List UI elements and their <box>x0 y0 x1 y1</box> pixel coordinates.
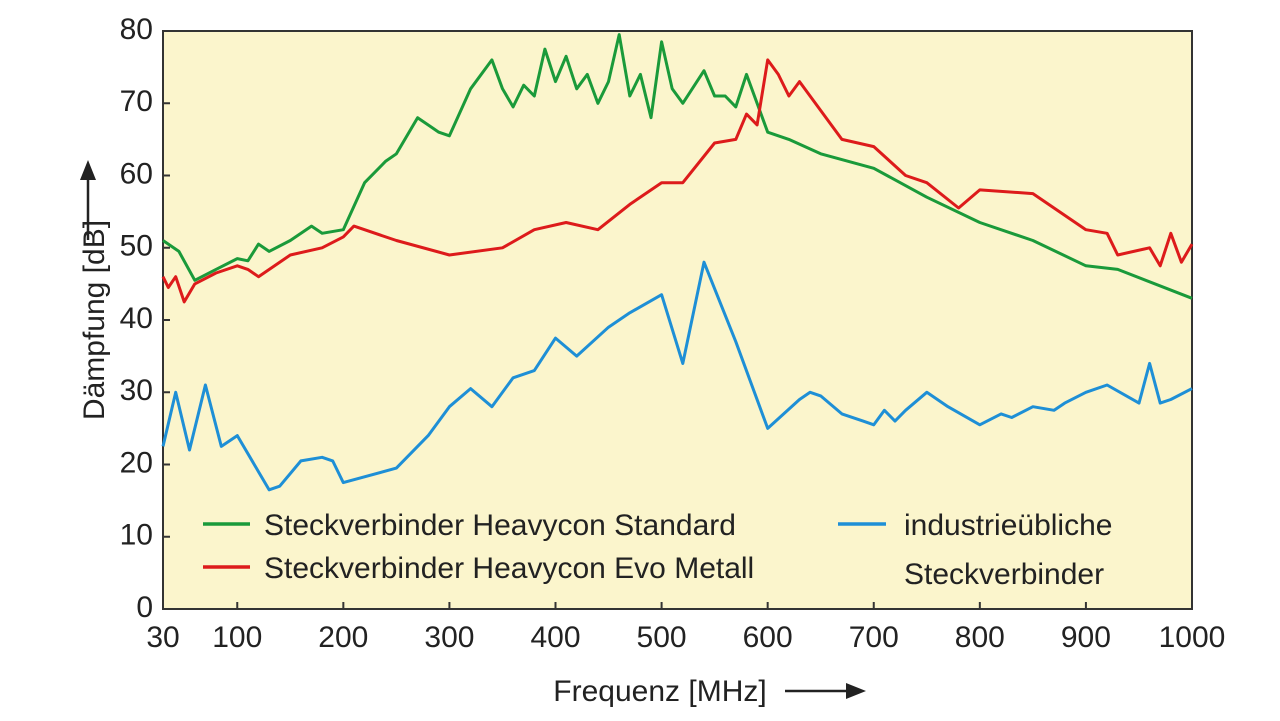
y-axis-arrow-head <box>80 160 96 180</box>
series-line-industrieuebliche <box>161 260 1193 492</box>
y-tick-label: 60 <box>120 157 153 190</box>
x-tick-label: 900 <box>1061 621 1111 654</box>
y-tick-label: 50 <box>120 230 153 263</box>
x-tick-label: 400 <box>530 621 580 654</box>
x-tick-label: 1000 <box>1159 621 1226 654</box>
y-tick-label: 40 <box>120 302 153 335</box>
series-line-heavycon-evo-metall <box>161 58 1194 304</box>
legend-label-heavycon-evo-metall: Steckverbinder Heavycon Evo Metall <box>264 552 754 585</box>
x-tick-label: 100 <box>212 621 262 654</box>
x-tick-label: 300 <box>424 621 474 654</box>
y-tick-label: 30 <box>120 374 153 407</box>
plot-area <box>162 30 1193 610</box>
x-tick-label: 200 <box>318 621 368 654</box>
x-axis-label: Frequenz [MHz] <box>553 675 766 708</box>
x-tick-label: 500 <box>637 621 687 654</box>
y-tick-label: 80 <box>120 13 153 46</box>
x-tick-label: 700 <box>849 621 899 654</box>
legend: Steckverbinder Heavycon Standard Steckve… <box>203 509 1112 591</box>
y-axis-label: Dämpfung [dB] <box>78 220 111 420</box>
x-axis-arrow-head <box>846 683 866 699</box>
y-tick-label: 20 <box>120 446 153 479</box>
x-tick-label: 800 <box>955 621 1005 654</box>
legend-label-industrieuebliche-line1: industrieübliche <box>904 509 1112 542</box>
y-tick-label: 70 <box>120 85 153 118</box>
x-tick-label: 30 <box>146 621 179 654</box>
y-tick-label: 0 <box>136 591 153 624</box>
y-tick-label: 10 <box>120 519 153 552</box>
x-tick-label: 600 <box>743 621 793 654</box>
legend-label-industrieuebliche-line2: Steckverbinder <box>904 558 1104 591</box>
series-line-heavycon-standard <box>162 33 1193 300</box>
legend-label-heavycon-standard: Steckverbinder Heavycon Standard <box>264 509 736 542</box>
